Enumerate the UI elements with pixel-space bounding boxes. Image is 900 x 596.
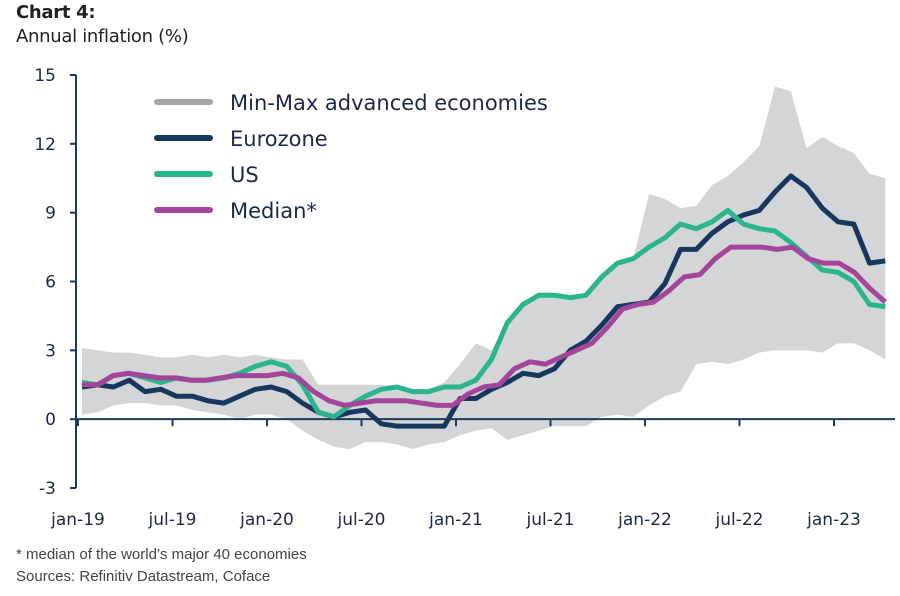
y-tick-label: -3 <box>39 479 56 499</box>
x-tick-label: jul-20 <box>337 510 386 530</box>
legend-label-band_legend: Min-Max advanced economies <box>230 91 548 115</box>
axes: -3 0 3 6 9 12 15 jan-19 jul-19 jan-20 jul-20 jan-21… <box>34 66 895 530</box>
y-tick-label: 9 <box>45 204 56 224</box>
legend-label-eurozone: Eurozone <box>230 127 328 151</box>
y-tick-label: 3 <box>45 341 56 361</box>
x-tick-label: jul-21 <box>526 510 575 530</box>
chart-title: Chart 4: <box>16 2 96 23</box>
y-tick-label: 15 <box>34 66 56 86</box>
series-line-eurozone <box>81 173 886 429</box>
x-tick-label: jan-22 <box>617 510 672 530</box>
x-tick-label: jul-22 <box>715 510 764 530</box>
x-tick-label: jul-19 <box>148 510 197 530</box>
x-tick-label: jan-21 <box>428 510 483 530</box>
legend-label-us: US <box>230 163 259 187</box>
y-tick-label: 6 <box>45 273 56 293</box>
x-tick-label: jan-20 <box>239 510 294 530</box>
band-layer <box>82 86 886 449</box>
series-layer <box>81 173 887 429</box>
x-tick-label: jan-23 <box>806 510 861 530</box>
legend-label-median: Median* <box>230 199 317 223</box>
min-max-band <box>82 86 886 449</box>
x-tick-label: jan-19 <box>50 510 105 530</box>
footnote-median: * median of the world’s major 40 economi… <box>16 546 307 563</box>
footnote-sources: Sources: Refinitiv Datastream, Coface <box>16 568 271 585</box>
chart-subtitle: Annual inflation (%) <box>16 26 189 47</box>
y-tick-label: 0 <box>45 410 56 430</box>
legend: Min-Max advanced economies Eurozone US Medi… <box>154 91 548 223</box>
y-tick-label: 12 <box>34 135 56 155</box>
series-line-median <box>82 244 887 408</box>
